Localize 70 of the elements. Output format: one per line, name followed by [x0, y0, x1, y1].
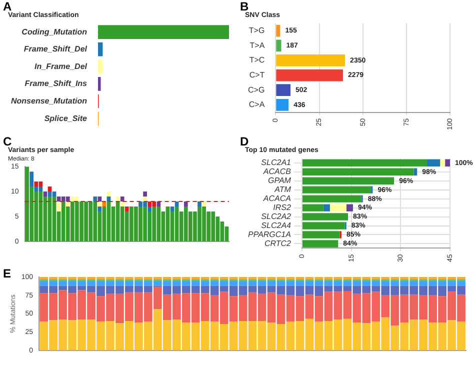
bar	[202, 202, 206, 206]
bar	[48, 192, 52, 197]
bar	[184, 202, 188, 206]
y-tick-label: Frame_Shift_Del	[24, 44, 88, 54]
bar	[148, 206, 152, 212]
y-tick-label: SLC2A1	[261, 158, 291, 168]
bar	[98, 206, 102, 212]
y-tick-label: C>A	[248, 100, 266, 110]
bar	[346, 204, 353, 212]
bar	[98, 77, 101, 91]
bar	[106, 192, 111, 197]
bar	[30, 172, 34, 187]
text: A	[3, 0, 12, 14]
bar	[66, 196, 70, 202]
y-tick-label: GPAM	[268, 176, 292, 186]
bar	[330, 204, 346, 212]
text: D	[240, 134, 249, 148]
y-tick-label: IRS2	[273, 203, 292, 212]
y-tick-label: C>G	[248, 85, 265, 94]
bar	[276, 69, 343, 82]
bar	[426, 159, 440, 166]
bar	[143, 192, 147, 197]
bar	[98, 25, 229, 39]
bar	[34, 186, 38, 192]
bar	[98, 202, 102, 206]
bar	[48, 186, 52, 192]
bar	[276, 54, 346, 66]
bar	[323, 204, 330, 212]
y-tick-label: T>A	[250, 40, 266, 50]
bar	[66, 202, 70, 206]
bar	[56, 202, 61, 212]
y-tick-label: C>T	[249, 70, 265, 80]
y-tick-label: SLC2A4	[261, 220, 292, 230]
y-tick-label: ACACB	[262, 167, 292, 176]
y-tick-label: Coding_Mutation	[22, 27, 88, 36]
bar	[198, 202, 202, 206]
bar	[445, 159, 450, 166]
bar	[276, 98, 289, 111]
y-tick-label: ACACA	[262, 194, 291, 204]
bar	[276, 24, 280, 37]
bar	[124, 206, 129, 212]
y-tick-label: In_Frame_Del	[34, 62, 88, 71]
bar	[43, 192, 48, 197]
y-tick-label: T>C	[249, 56, 265, 65]
text: B	[240, 0, 249, 14]
bar	[52, 192, 56, 197]
bar	[143, 196, 147, 202]
bar	[120, 202, 124, 206]
y-tick-label: Splice_Site	[44, 114, 88, 123]
y-tick-label: T>G	[248, 26, 265, 36]
text: E	[3, 266, 12, 280]
y-tick-label: ATM	[274, 185, 292, 194]
y-tick-label: Nonsense_Mutation	[10, 96, 88, 106]
bar	[170, 206, 174, 212]
bar	[276, 40, 282, 52]
bar	[302, 159, 427, 166]
bar	[156, 202, 161, 206]
y-tick-label: CRTC2	[264, 238, 292, 248]
y-tick-label: PPARGC1A	[248, 230, 291, 239]
bar	[120, 196, 124, 202]
bar	[166, 206, 170, 242]
bar	[276, 84, 290, 96]
bar	[34, 182, 38, 187]
bar	[98, 196, 102, 202]
y-tick-label: Frame_Shift_Ins	[24, 79, 88, 88]
text: C	[3, 134, 12, 148]
bar	[440, 159, 446, 166]
bar	[93, 196, 98, 202]
bar	[302, 168, 414, 176]
y-tick-label: SLC2A2	[261, 212, 292, 221]
